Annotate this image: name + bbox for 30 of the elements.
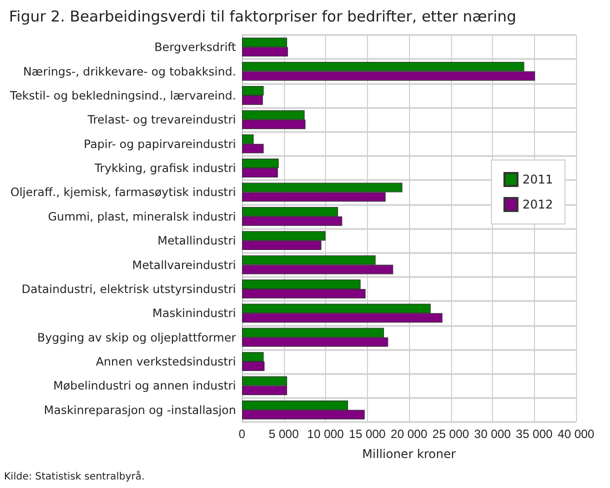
y-tick-label: Annen verkstedsindustri	[96, 354, 236, 369]
y-tick-label: Nærings-, drikkevare- og tobakksind.	[23, 64, 236, 78]
y-tick-label: Metallvareindustri	[132, 258, 236, 272]
legend-label: 2011	[522, 172, 554, 186]
y-tick-label: Bergverksdrift	[154, 40, 236, 54]
x-tick-label: 30 000	[474, 427, 512, 441]
y-tick-label: Tekstil- og bekledningsind., lærvareind.	[9, 88, 236, 102]
x-tick-label: 10 000	[307, 427, 344, 441]
y-tick-label: Gummi, plast, mineralsk industri	[48, 209, 236, 224]
y-tick-label: Møbelindustri og annen industri	[53, 378, 236, 393]
y-tick-label: Trelast- og trevareindustri	[86, 112, 236, 127]
x-tick-label: 0	[238, 427, 246, 441]
y-tick-label: Trykking, grafisk industri	[94, 161, 236, 176]
legend-label: 2012	[522, 198, 554, 212]
x-tick-label: 5 000	[268, 427, 300, 441]
y-tick-label: Oljeraff., kjemisk, farmasøytisk industri	[10, 185, 236, 200]
y-tick-label: Papir- og papirvareindustri	[84, 136, 236, 151]
x-axis-title: Millioner kroner	[362, 447, 456, 461]
x-tick-label: 20 000	[390, 427, 428, 441]
y-tick-label: Metallindustri	[158, 234, 236, 248]
y-tick-label: Maskinindustri	[152, 306, 236, 320]
x-tick-label: 40 000	[558, 427, 595, 441]
x-tick-label: 15 000	[348, 427, 386, 441]
chart-title: Figur 2. Bearbeidingsverdi til faktorpriser for bedrifter, etter næring	[9, 8, 516, 26]
text: Kilde: Statistisk sentralbyrå.	[4, 470, 145, 482]
y-tick-label: Maskinreparasjon og -installasjon	[44, 402, 236, 417]
x-tick-label: 35 000	[516, 427, 553, 441]
y-tick-label: Bygging av skip og oljeplattformer	[37, 330, 236, 344]
y-tick-label: Dataindustri, elektrisk utstyrsindustri	[22, 282, 236, 296]
x-tick-label: 25 000	[432, 427, 470, 441]
